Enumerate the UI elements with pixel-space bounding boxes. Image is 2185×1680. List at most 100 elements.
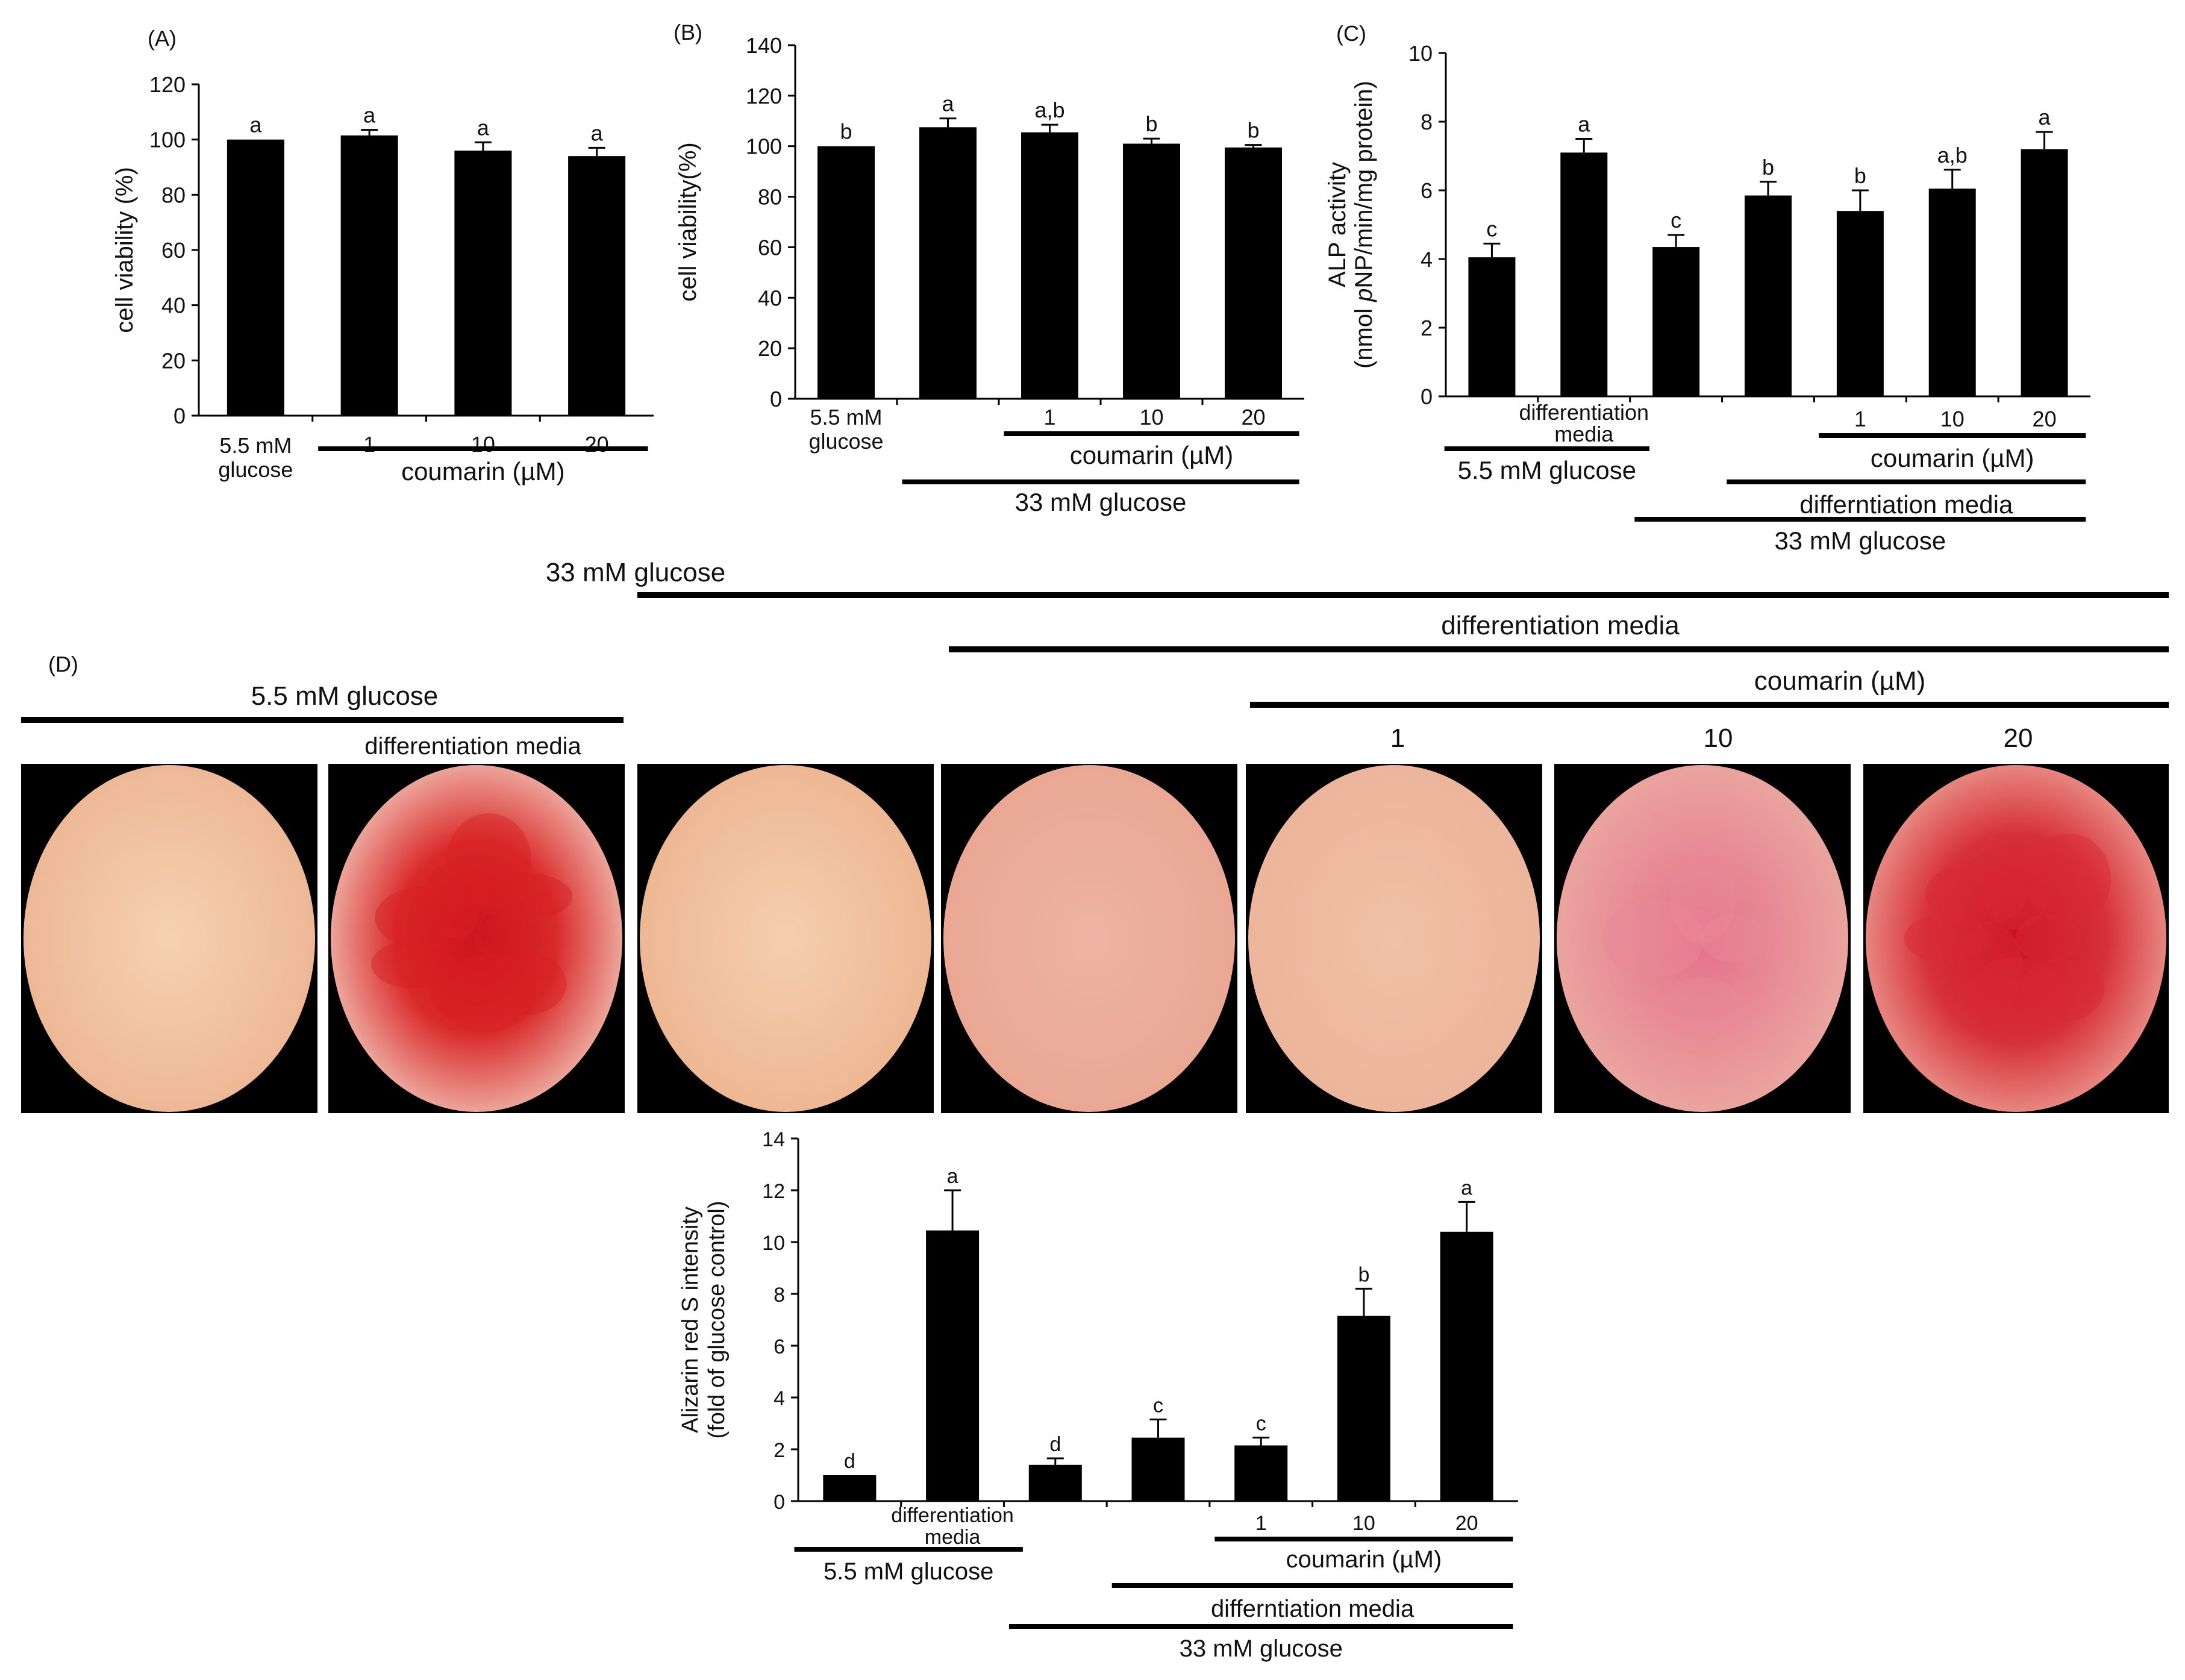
y-tick-label: 40 bbox=[161, 293, 186, 318]
stain-blotch bbox=[470, 872, 573, 921]
y-tick-label: 10 bbox=[1408, 41, 1433, 66]
significance-letter: c bbox=[1486, 216, 1497, 241]
y-tick-label: 40 bbox=[758, 286, 782, 310]
category-label: media bbox=[925, 1526, 981, 1549]
significance-letter: b bbox=[1762, 155, 1774, 180]
significance-letter: a bbox=[1578, 112, 1590, 137]
stain-blotch bbox=[1602, 900, 1705, 977]
significance-letter: d bbox=[1049, 1433, 1061, 1456]
y-tick-label: 2 bbox=[1421, 316, 1433, 340]
stain-blotch bbox=[446, 813, 531, 905]
chart-d: 0 2 4 6 8 10 12 14 Alizarin red S intensity (fold… bbox=[678, 1128, 1518, 1662]
significance-letter: d bbox=[844, 1450, 855, 1473]
significance-letter: a bbox=[591, 120, 604, 145]
stain-header-dose-10: 10 bbox=[1704, 723, 1733, 753]
bar bbox=[1225, 147, 1282, 399]
category-label: 10 bbox=[1139, 405, 1163, 429]
well-stain bbox=[331, 765, 622, 1112]
stain-blotch bbox=[2020, 959, 2105, 1022]
stain-header-dose-20: 20 bbox=[2004, 723, 2033, 753]
y-tick-label: 0 bbox=[774, 1491, 785, 1514]
y-tick-label: 80 bbox=[758, 185, 782, 210]
y-tick-label: 2 bbox=[774, 1439, 785, 1462]
category-label: 5.5 mM bbox=[219, 433, 292, 458]
y-tick-label: 10 bbox=[762, 1232, 785, 1255]
category-label: 20 bbox=[585, 432, 609, 457]
category-label: 1 bbox=[1043, 405, 1055, 429]
significance-letter: b bbox=[1358, 1263, 1369, 1286]
stain-blotch bbox=[1925, 863, 2028, 926]
y-tick-label: 0 bbox=[770, 387, 782, 411]
significance-letter: a bbox=[2039, 105, 2051, 130]
significance-letter: b bbox=[1145, 111, 1157, 136]
y-tick-label: 6 bbox=[1421, 178, 1433, 203]
group-bracket-label: coumarin (µM) bbox=[1070, 441, 1234, 469]
bar bbox=[1123, 143, 1180, 399]
category-label: 1 bbox=[1255, 1512, 1267, 1535]
y-axis-label: ALP activity bbox=[1324, 162, 1351, 287]
stain-blotch bbox=[475, 914, 542, 963]
group-bracket-label: coumarin (µM) bbox=[1286, 1546, 1442, 1573]
group-bracket-label: differntiation media bbox=[1211, 1596, 1414, 1622]
y-tick-label: 8 bbox=[774, 1284, 785, 1307]
y-tick-label: 120 bbox=[746, 84, 782, 108]
stain-blotch bbox=[1983, 852, 2049, 930]
significance-letter: a bbox=[1461, 1176, 1472, 1199]
category-label: 10 bbox=[471, 432, 495, 457]
bar bbox=[340, 135, 398, 416]
y-tick-label: 60 bbox=[758, 235, 782, 260]
panel-label-b: (B) bbox=[674, 20, 702, 45]
significance-letter: a,b bbox=[1937, 143, 1968, 167]
stain-panel-headers: 33 mM glucose differentiation media coum… bbox=[21, 558, 2169, 760]
significance-letter: a bbox=[942, 92, 954, 116]
stain-header-diff-media-high: differentiation media bbox=[1441, 611, 1680, 640]
well-stain bbox=[23, 765, 315, 1112]
y-axis-label: cell viability (%) bbox=[111, 167, 138, 333]
stain-blotch bbox=[1660, 978, 1745, 1041]
category-label: 10 bbox=[1352, 1512, 1375, 1535]
stain-blotch bbox=[375, 886, 478, 949]
panel-label-d: (D) bbox=[48, 652, 78, 676]
y-tick-label: 12 bbox=[762, 1180, 785, 1203]
y-axis-label-units: (fold of glucose control) bbox=[704, 1201, 730, 1439]
significance-letter: a bbox=[363, 103, 376, 128]
significance-letter: a bbox=[947, 1165, 958, 1188]
well-stain bbox=[1866, 765, 2166, 1112]
category-label: 5.5 mM bbox=[810, 405, 882, 429]
stain-well bbox=[941, 764, 1237, 1113]
group-bracket-label: coumarin (µM) bbox=[1871, 444, 2034, 472]
bar bbox=[1028, 1464, 1082, 1501]
bar bbox=[454, 151, 512, 416]
category-label: 1 bbox=[1854, 407, 1866, 431]
y-tick-label: 120 bbox=[149, 72, 186, 97]
chart-c: 0 2 4 6 8 10 ALP activity(nmol pNP/min/mg prot… bbox=[1324, 41, 2090, 555]
panel-label-a: (A) bbox=[148, 26, 177, 51]
stain-blotch bbox=[482, 952, 567, 1016]
y-tick-label: 8 bbox=[1421, 110, 1433, 134]
y-axis-label: cell viability(%) bbox=[675, 142, 701, 302]
y-axis-label-units: (nmol pNP/min/mg protein) bbox=[1351, 81, 1377, 369]
significance-letter: a,b bbox=[1034, 98, 1064, 122]
group-bracket-label: 33 mM glucose bbox=[1015, 488, 1187, 516]
y-tick-label: 0 bbox=[1421, 384, 1433, 409]
stain-header-diff-media-low: differentiation media bbox=[364, 733, 581, 760]
group-bracket-label: 33 mM glucose bbox=[1774, 526, 1946, 555]
well-stain bbox=[640, 765, 931, 1112]
bar bbox=[1745, 195, 1792, 396]
stain-header-5mm-glucose: 5.5 mM glucose bbox=[251, 681, 439, 711]
stain-blotch bbox=[1956, 922, 2023, 1014]
y-tick-label: 60 bbox=[161, 238, 186, 263]
stain-blotch bbox=[371, 940, 456, 988]
group-bracket-label: differntiation media bbox=[1799, 490, 2013, 519]
significance-letter: b bbox=[1247, 118, 1259, 143]
y-tick-label: 80 bbox=[161, 183, 186, 207]
stain-blotch bbox=[1669, 852, 1736, 945]
stain-well bbox=[328, 764, 625, 1113]
stain-header-dose-1: 1 bbox=[1390, 723, 1405, 753]
category-label: differentiation bbox=[891, 1504, 1014, 1527]
significance-letter: c bbox=[1671, 208, 1681, 233]
significance-letter: b bbox=[1854, 163, 1866, 188]
